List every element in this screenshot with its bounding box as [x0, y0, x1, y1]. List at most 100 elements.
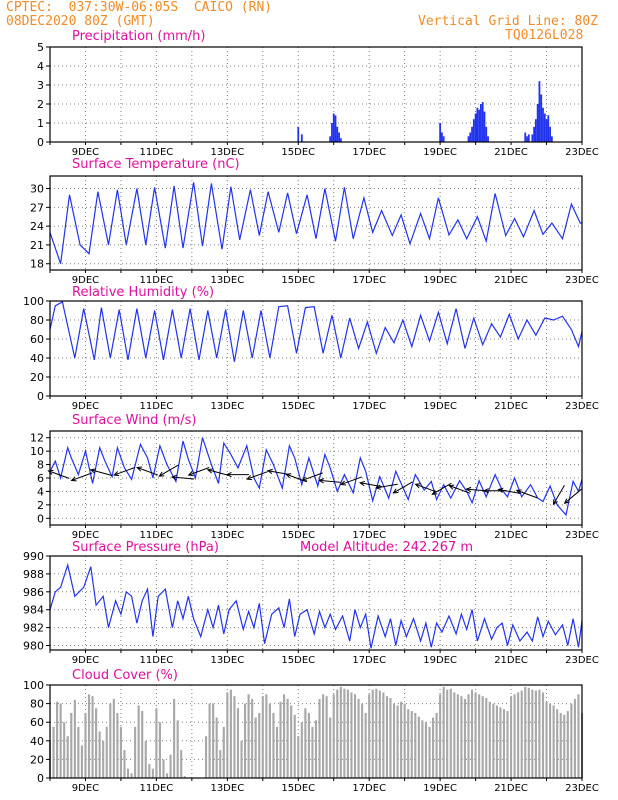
wind-arrow-head [187, 471, 194, 477]
wind-arrow-head [136, 466, 143, 472]
wind-arrow-shaft [564, 488, 582, 504]
wind-arrow [158, 464, 179, 477]
cloud-bar [460, 696, 463, 778]
cloud-ytick-label: 0 [37, 772, 44, 785]
cloud-bar [98, 731, 101, 778]
wind-arrow [448, 484, 471, 494]
precip-xtick-label: 23DEC [565, 147, 599, 158]
cloud-bar [392, 703, 396, 778]
cloud-bar [559, 712, 562, 778]
temperature-xtick-label: 21DEC [494, 275, 528, 286]
cloud-bar [84, 712, 87, 778]
cloud-bar [109, 703, 112, 778]
precip-bar [543, 113, 546, 142]
wind-arrow-head [465, 486, 472, 493]
wind-arrow-head [552, 499, 558, 506]
cloud-bar [63, 722, 66, 778]
cloud-bar [431, 717, 435, 778]
cloud-bar [368, 694, 371, 778]
wind-xtick-label: 21DEC [494, 530, 528, 541]
temperature-xtick-label: 11DEC [140, 275, 174, 286]
cloud-bar [563, 714, 566, 778]
cloud-bar [314, 720, 318, 778]
humidity-ytick-label: 60 [30, 333, 44, 346]
pressure-xtick-label: 19DEC [423, 655, 457, 666]
humidity-ytick-label: 0 [37, 390, 44, 403]
cloud-bar [442, 686, 445, 778]
cloud-bar [112, 698, 115, 778]
cloud-bar [318, 698, 321, 778]
cloud-bar [304, 708, 307, 778]
cloud-bar [346, 689, 349, 778]
cloud-bar [453, 692, 456, 778]
cloud-xtick-label: 15DEC [281, 783, 315, 794]
precip-bar [527, 134, 530, 142]
cloud-ytick-label: 20 [30, 753, 44, 766]
cloud-bar [382, 692, 385, 778]
wind-arrow-head [563, 498, 570, 504]
pressure-xtick-label: 17DEC [352, 655, 386, 666]
cloud-bar [474, 692, 477, 778]
pressure-frame [49, 555, 583, 651]
precip-ytick-label: 1 [37, 117, 44, 130]
cloud-panel: Cloud Cover (%) 0 20 40 60 80 100 9DEC 11DEC 13DE… [23, 668, 599, 794]
cloud-bar [183, 776, 186, 778]
cloud-bar [151, 768, 154, 778]
cloud-bar [134, 726, 137, 778]
cloud-bar [123, 750, 126, 778]
wind-ytick-label: 8 [37, 459, 44, 472]
precip-panel: Precipitation (mm/h) 0 1 2 3 4 5 9DEC 11DEC 13DEC… [37, 29, 599, 158]
wind-arrow-head [70, 476, 77, 482]
wind-arrow [392, 481, 413, 494]
cloud-bar [502, 709, 506, 778]
pressure-ytick-label: 982 [23, 622, 44, 635]
wind-arrow [563, 488, 582, 504]
humidity-ytick-label: 40 [30, 352, 44, 365]
wind-arrow [374, 483, 398, 490]
cloud-bar [541, 692, 545, 778]
cloud-xtick-label: 23DEC [565, 783, 599, 794]
wind-ytick-label: 4 [37, 485, 44, 498]
precip-bar [478, 109, 481, 142]
wind-arrow [515, 489, 538, 499]
wind-xtick-label: 19DEC [423, 530, 457, 541]
cloud-bar [73, 699, 76, 778]
cloud-ytick-label: 100 [23, 679, 44, 692]
cloud-bar [478, 694, 481, 778]
precip-bar [336, 126, 339, 142]
temperature-xtick-label: 9DEC [72, 275, 99, 286]
temperature-ytick-label: 27 [30, 201, 44, 214]
wind-arrow-head [340, 480, 347, 486]
wind-arrow-head [89, 468, 96, 474]
cloud-bar [470, 689, 474, 778]
wind-ytick-label: 6 [37, 472, 44, 485]
precip-bar [474, 113, 477, 142]
cloud-bar [236, 708, 240, 778]
wind-arrow [431, 482, 452, 495]
temperature-ytick-label: 24 [30, 220, 44, 233]
pressure-ytick-label: 980 [23, 640, 44, 653]
wind-xtick-label: 11DEC [140, 530, 174, 541]
wind-arrow-head [206, 468, 213, 474]
cloud-bar [261, 696, 264, 778]
precip-bar [542, 107, 544, 142]
cloud-bar [290, 705, 293, 778]
cloud-bar [158, 722, 162, 778]
cloud-bar [80, 745, 83, 778]
cloud-bar [499, 707, 502, 778]
station-line: CPTEC: 037:30W-06:05S CAICO (RN) [6, 0, 273, 15]
cloud-bar [173, 698, 176, 778]
humidity-xtick-label: 21DEC [494, 401, 528, 412]
wind-xtick-label: 23DEC [565, 530, 599, 541]
wind-title: Surface Wind (m/s) [72, 413, 196, 428]
cloud-bar [240, 740, 243, 778]
cloud-bar [467, 694, 470, 778]
wind-arrow-shaft [48, 470, 70, 479]
wind-xtick-label: 17DEC [352, 530, 386, 541]
cloud-bar [56, 701, 59, 778]
precip-bar [339, 138, 342, 142]
precip-frame [49, 46, 583, 143]
cloud-bar [300, 722, 303, 778]
precip-bar [481, 102, 484, 142]
wind-arrow-shaft [432, 482, 452, 495]
